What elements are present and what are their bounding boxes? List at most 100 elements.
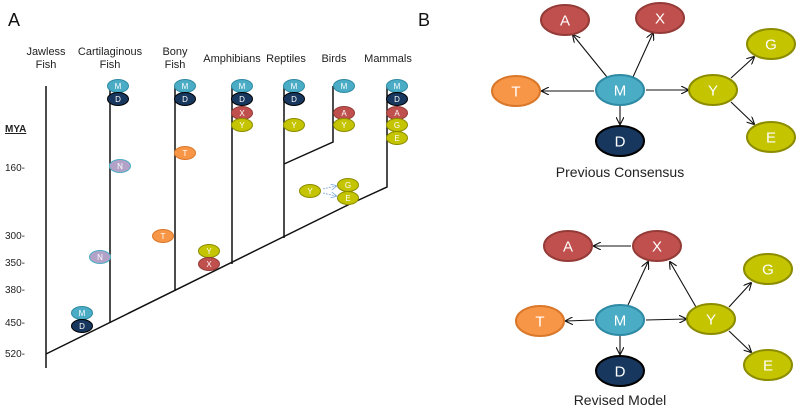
gene-label: E — [345, 194, 350, 203]
gene-label: D — [291, 95, 297, 104]
gene-label: D — [394, 95, 400, 104]
gene-ellipse — [231, 92, 253, 106]
gene-label: X — [655, 10, 665, 27]
gene-label: X — [206, 260, 212, 269]
gene-ellipse — [89, 250, 111, 264]
gene-node-y: Y — [231, 118, 253, 132]
gene-label: M — [291, 82, 298, 91]
clade-label: Reptiles — [266, 53, 306, 65]
gene-ellipse — [743, 253, 793, 285]
revised-model-caption: Revised Model — [574, 392, 667, 408]
gene-label: T — [183, 149, 188, 158]
gene-node-d: D — [595, 355, 645, 387]
clade-label: Mammals — [364, 53, 412, 65]
gene-node-m: M — [283, 79, 305, 93]
gene-node-y: Y — [198, 244, 220, 258]
gene-ellipse — [337, 191, 359, 205]
gene-ellipse — [198, 257, 220, 271]
gene-node-n: N — [89, 250, 111, 264]
arrow-y-to-e — [728, 330, 751, 352]
gene-node-y: Y — [686, 303, 736, 335]
gene-label: Y — [341, 121, 347, 130]
clade-label: Fish — [100, 59, 121, 71]
gene-label: T — [535, 313, 544, 330]
gene-label: X — [652, 238, 662, 255]
time-tick-label: 520- — [5, 349, 25, 360]
panel-b-label: B — [418, 10, 430, 30]
time-tick-label: 380- — [5, 285, 25, 296]
gene-node-e: E — [386, 131, 408, 145]
gene-node-e: E — [337, 191, 359, 205]
time-ticks: 160- 300- 350- 380- 450- 520- — [5, 163, 25, 360]
gene-ellipse — [174, 92, 196, 106]
gene-label: M — [79, 309, 86, 318]
duplication-arrow — [322, 193, 336, 196]
gene-label: A — [341, 109, 347, 118]
gene-ellipse — [283, 118, 305, 132]
gene-ellipse — [595, 74, 645, 106]
gene-ellipse — [543, 230, 593, 262]
gene-node-d: D — [71, 319, 93, 333]
previous-consensus-caption: Previous Consensus — [556, 164, 684, 180]
gene-node-e: E — [743, 349, 793, 381]
clade-label: Bony — [162, 46, 188, 58]
gene-node-y: Y — [299, 184, 321, 198]
gene-node-g: G — [337, 178, 359, 192]
gene-ellipse — [746, 28, 796, 60]
gene-label: M — [341, 82, 348, 91]
gene-ellipse — [107, 92, 129, 106]
gene-node-y: Y — [283, 118, 305, 132]
gene-label: E — [763, 357, 773, 374]
clade-label: Cartilaginous — [78, 46, 143, 58]
gene-node-x: X — [632, 230, 682, 262]
clade-label: Fish — [36, 59, 57, 71]
gene-ellipse — [540, 4, 590, 36]
gene-node-x: X — [231, 106, 253, 120]
time-tick-label: 300- — [5, 231, 25, 242]
gene-label: T — [161, 232, 166, 241]
clade-label: Fish — [165, 59, 186, 71]
gene-label: D — [182, 95, 188, 104]
gene-node-a: A — [540, 4, 590, 36]
gene-node-d: D — [174, 92, 196, 106]
gene-ellipse — [688, 74, 738, 106]
clade-label: Amphibians — [203, 53, 261, 65]
gene-node-t: T — [174, 146, 196, 160]
gene-label: E — [394, 134, 399, 143]
gene-ellipse — [595, 304, 645, 336]
gene-ellipse — [632, 230, 682, 262]
gene-label: G — [765, 36, 777, 53]
gene-node-e: E — [746, 121, 796, 153]
gene-node-m: M — [595, 304, 645, 336]
gene-label: E — [766, 129, 776, 146]
network-arrows — [542, 33, 754, 354]
gene-ellipse — [491, 75, 541, 107]
gene-label: D — [615, 133, 626, 150]
gene-node-m: M — [71, 306, 93, 320]
arrow-y-to-g — [728, 283, 751, 308]
mya-axis-title: MYA — [5, 124, 26, 135]
gene-label: M — [614, 312, 627, 329]
gene-node-d: D — [107, 92, 129, 106]
gene-node-a: A — [386, 106, 408, 120]
gene-label: M — [614, 82, 627, 99]
gene-node-m: M — [333, 79, 355, 93]
gene-label: M — [182, 82, 189, 91]
gene-node-x: X — [635, 2, 685, 34]
gene-label: A — [563, 238, 573, 255]
gene-label: M — [394, 82, 401, 91]
gene-node-d: D — [231, 92, 253, 106]
gene-node-t: T — [515, 305, 565, 337]
gene-ellipse — [686, 303, 736, 335]
gene-label: N — [117, 162, 123, 171]
gene-node-g: G — [746, 28, 796, 60]
gene-ellipse — [743, 349, 793, 381]
gene-node-t: T — [491, 75, 541, 107]
arrow-m-to-t — [566, 320, 595, 321]
gene-label: N — [97, 253, 103, 262]
gene-label: D — [115, 95, 121, 104]
gene-ellipse — [386, 92, 408, 106]
gene-node-g: G — [743, 253, 793, 285]
